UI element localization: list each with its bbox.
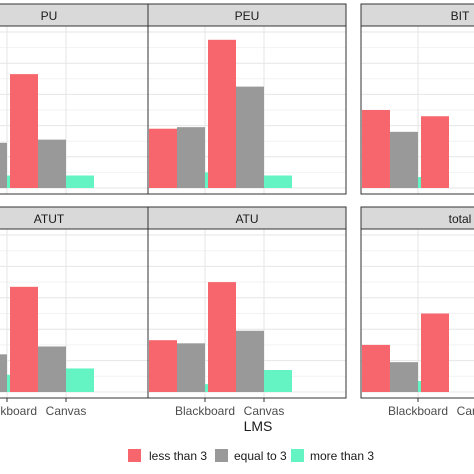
facet-panel-bit: BIT: [360, 3, 474, 195]
x-tick-label-canvas: Canvas: [457, 404, 474, 418]
bar-total-blackboard-equal-to-3: [390, 362, 418, 392]
legend: less than 3 equal to 3 more than 3: [128, 449, 374, 463]
facet-panel-atu: ATU Blackboard Canvas: [147, 206, 347, 418]
x-tick-label-blackboard: Blackboard: [388, 404, 448, 418]
bar-atut-canvas-less-than-3: [10, 286, 38, 392]
strip-background: [360, 3, 474, 27]
strip-background: [147, 3, 347, 27]
bar-total-canvas-less-than-3: [421, 313, 449, 392]
bar-atut-canvas-equal-to-3: [38, 346, 66, 392]
strip-label-total: total: [449, 212, 472, 226]
bar-bit-blackboard-equal-to-3: [390, 131, 418, 188]
bar-peu-canvas-equal-to-3: [236, 86, 264, 188]
legend-label-less-than-3: less than 3: [149, 449, 207, 463]
x-tick-label-blackboard: Blackboard: [175, 404, 235, 418]
strip-background: [147, 206, 347, 230]
strip-label-pu: PU: [41, 9, 58, 23]
legend-swatch-more-than-3: [291, 449, 304, 462]
x-tick-label-blackboard: Blackboard: [0, 404, 37, 418]
bar-peu-blackboard-less-than-3: [149, 128, 177, 188]
bar-atu-blackboard-equal-to-3: [177, 343, 205, 392]
facet-panel-peu: PEU: [147, 3, 347, 195]
bar-atu-blackboard-less-than-3: [149, 340, 177, 392]
panels-layer: PU PEU BIT ATUT Blackboard Canvas ATU Blackboar…: [0, 3, 474, 418]
strip-label-atut: ATUT: [34, 212, 65, 226]
bar-pu-canvas-less-than-3: [10, 74, 38, 188]
x-tick-label-canvas: Canvas: [244, 404, 285, 418]
bar-bit-blackboard-less-than-3: [362, 110, 390, 188]
bar-pu-canvas-more-than-3: [66, 175, 94, 188]
bar-atu-canvas-more-than-3: [264, 370, 292, 392]
bar-bit-canvas-less-than-3: [421, 116, 449, 188]
bar-peu-blackboard-equal-to-3: [177, 127, 205, 188]
strip-background: [0, 206, 149, 230]
x-tick-label-canvas: Canvas: [46, 404, 87, 418]
legend-label-more-than-3: more than 3: [310, 449, 374, 463]
bar-peu-canvas-more-than-3: [264, 175, 292, 188]
strip-label-atu: ATU: [235, 212, 258, 226]
bar-pu-blackboard-equal-to-3: [0, 142, 7, 188]
strip-background: [360, 206, 474, 230]
x-axis-title: LMS: [244, 418, 273, 434]
facet-panel-total: total Blackboard Canvas: [360, 206, 474, 418]
bar-atu-canvas-less-than-3: [208, 282, 236, 392]
bar-pu-canvas-equal-to-3: [38, 139, 66, 188]
strip-background: [0, 3, 149, 27]
facet-panel-pu: PU: [0, 3, 149, 195]
bar-atut-blackboard-equal-to-3: [0, 354, 7, 392]
strip-label-peu: PEU: [235, 9, 260, 23]
bar-total-blackboard-less-than-3: [362, 344, 390, 392]
strip-label-bit: BIT: [451, 9, 470, 23]
bar-atut-canvas-more-than-3: [66, 368, 94, 392]
legend-label-equal-to-3: equal to 3: [234, 449, 287, 463]
legend-swatch-less-than-3: [128, 449, 141, 462]
bar-peu-canvas-less-than-3: [208, 39, 236, 188]
bar-atu-canvas-equal-to-3: [236, 330, 264, 392]
facet-panel-atut: ATUT Blackboard Canvas: [0, 206, 149, 418]
legend-swatch-equal-to-3: [215, 449, 228, 462]
